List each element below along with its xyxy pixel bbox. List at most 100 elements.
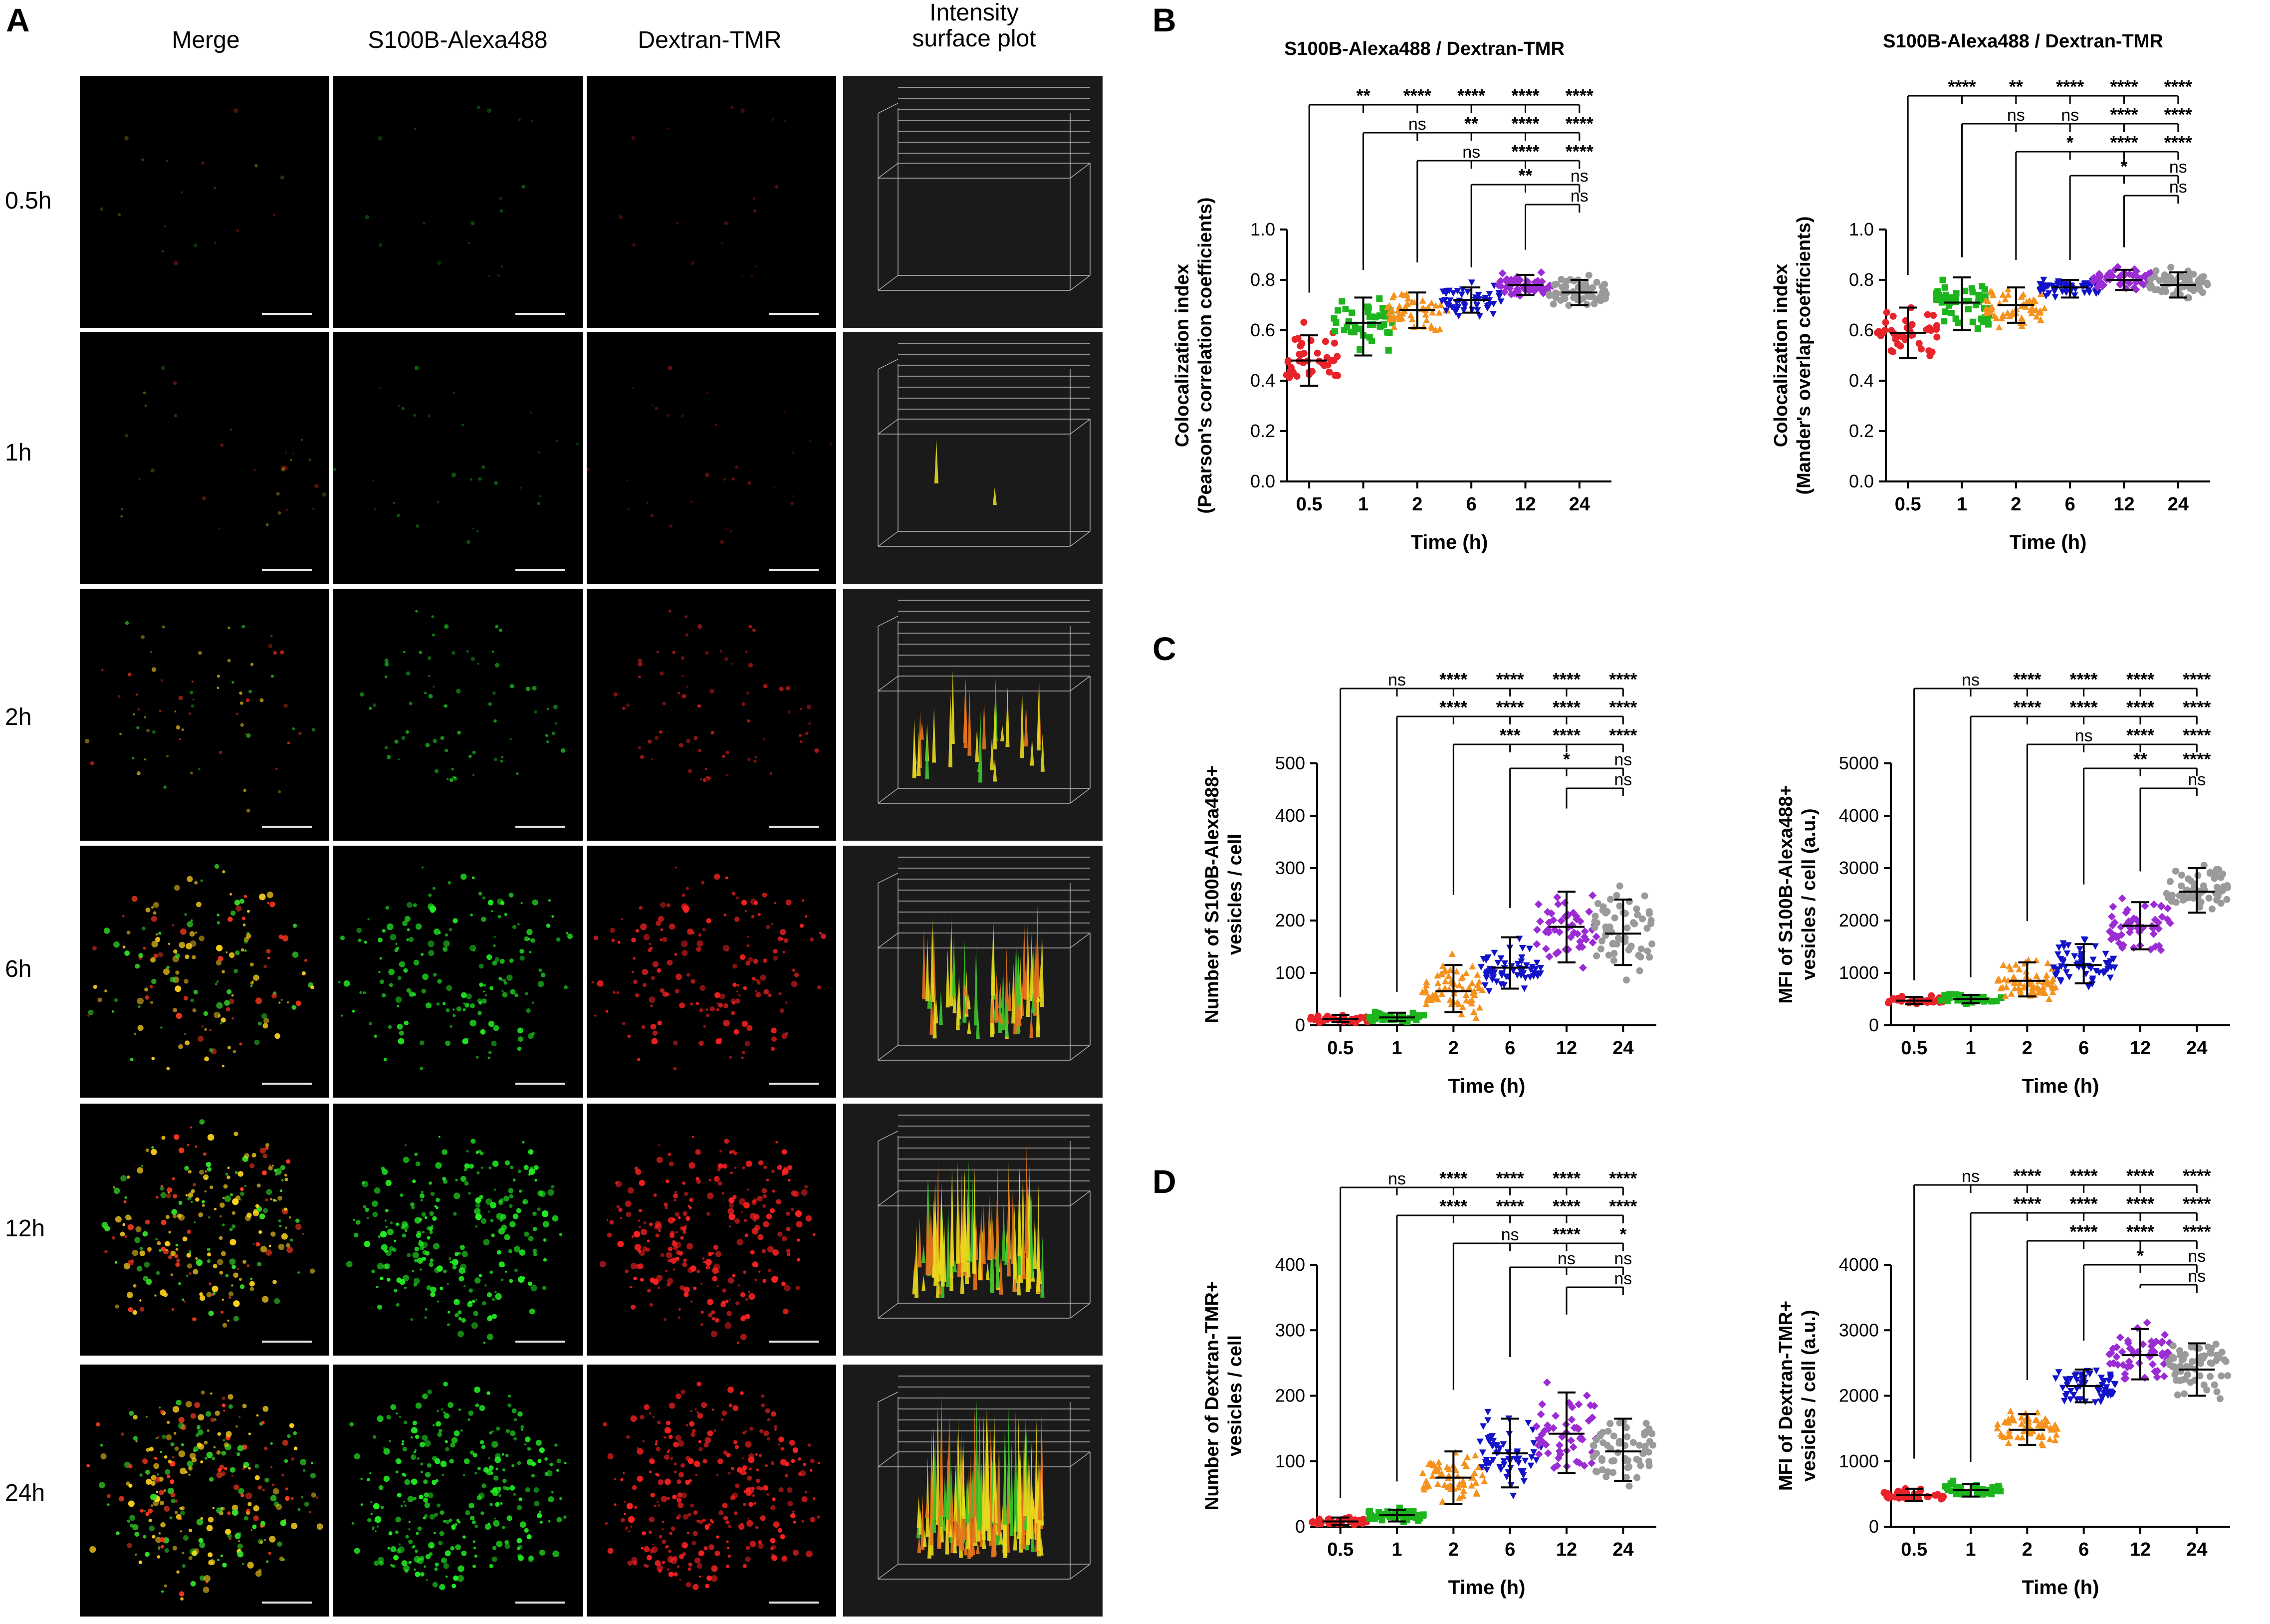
data-point (1330, 357, 1338, 364)
y-tick-label: 0.2 (1849, 421, 1874, 441)
data-point (1555, 1441, 1564, 1449)
data-point (1462, 969, 1470, 976)
vesicle-spot (126, 930, 131, 935)
data-point (1558, 275, 1565, 283)
vesicle-spot (146, 728, 150, 732)
significance-label: **** (2183, 697, 2211, 717)
vesicle-spot (124, 950, 130, 956)
data-point (1464, 288, 1471, 295)
vesicle-spot (433, 686, 435, 688)
data-point (1568, 1415, 1576, 1424)
vesicle-spot (500, 901, 505, 906)
intensity-peak (978, 711, 982, 783)
vesicle-spot (434, 928, 440, 935)
x-tick-label: 24 (2186, 1539, 2207, 1560)
data-point (1321, 362, 1328, 369)
data-point (1636, 1441, 1643, 1449)
data-point (1629, 1439, 1637, 1446)
vesicle-spot (730, 105, 734, 109)
vesicle-spot (408, 936, 414, 942)
vesicle-spot (651, 404, 654, 407)
vesicle-spot (429, 905, 437, 913)
scale-bar (262, 826, 312, 828)
vesicle-spot (476, 530, 479, 533)
vesicle-spot (176, 1013, 182, 1019)
vesicle-spot (539, 495, 541, 497)
row-header-1h: 1h (5, 440, 32, 466)
vesicle-spot (403, 651, 406, 654)
significance-label: ns (1614, 1249, 1632, 1268)
row-header-6h: 6h (5, 956, 32, 982)
data-point (1366, 334, 1373, 341)
vesicle-spot (723, 478, 726, 481)
data-point (1579, 963, 1587, 972)
vesicle-spot (632, 387, 634, 389)
vesicle-spot (230, 911, 236, 916)
vesicle-spot (179, 738, 182, 740)
vesicle-spot (519, 955, 525, 961)
significance-label: ** (2009, 76, 2023, 97)
vesicle-spot (122, 945, 126, 948)
significance-label: **** (1457, 85, 1485, 106)
data-point (1602, 931, 1609, 938)
significance-label: * (1619, 1224, 1626, 1244)
vesicle-spot (450, 1025, 453, 1028)
data-point (2185, 275, 2193, 283)
vesicle-spot (219, 750, 223, 754)
data-point (1376, 324, 1383, 330)
vesicle-spot (448, 881, 452, 885)
vesicle-spot (462, 1008, 466, 1011)
vesicle-spot (509, 958, 514, 963)
vesicle-spot (423, 222, 426, 225)
data-point (1533, 940, 1541, 948)
vesicle-spot (681, 656, 685, 660)
vesicle-spot (122, 915, 125, 918)
data-point (1941, 284, 1948, 291)
intensity-peak (963, 677, 968, 748)
data-point (1339, 298, 1346, 305)
data-point (2010, 973, 2018, 980)
vesicle-spot (173, 1008, 178, 1012)
vesicle-spot (481, 465, 485, 469)
data-point (1599, 289, 1606, 297)
vesicle-spot (304, 959, 307, 962)
scale-bar (262, 1083, 312, 1085)
data-point (1591, 913, 1599, 920)
vesicle-spot (510, 989, 516, 995)
vesicle-spot (445, 933, 448, 937)
data-point (2203, 279, 2211, 287)
significance-label: ns (2169, 178, 2187, 197)
vesicle-spot (248, 690, 252, 694)
data-point (1883, 309, 1890, 316)
vesicle-spot (704, 472, 710, 477)
vesicle-spot (783, 411, 786, 414)
vesicle-spot (509, 738, 512, 740)
chart-title: S100B-Alexa488 / Dextran-TMR (1284, 38, 1565, 59)
vesicle-spot (466, 540, 470, 544)
vesicle-spot (461, 424, 464, 426)
vesicle-spot (372, 479, 375, 481)
data-point (1613, 892, 1620, 899)
data-point (1634, 911, 1641, 919)
data-point (1546, 292, 1553, 299)
vesicle-spot (528, 1033, 534, 1039)
data-point (2141, 902, 2149, 910)
vesicle-spot (445, 748, 449, 752)
x-tick-label: 1 (1965, 1539, 1976, 1560)
significance-label: **** (1566, 113, 1593, 134)
vesicle-spot (725, 750, 729, 754)
data-point (1341, 327, 1348, 334)
significance-label: **** (1553, 697, 1581, 717)
vesicle-spot (516, 772, 519, 775)
data-point (1537, 1410, 1545, 1418)
microscopy-tile (80, 332, 329, 584)
vesicle-spot (343, 980, 350, 987)
vesicle-spot (814, 748, 819, 753)
vesicle-spot (387, 923, 394, 930)
vesicle-spot (440, 736, 445, 740)
data-point (1322, 338, 1329, 345)
vesicle-spot (546, 740, 549, 743)
data-point (1300, 318, 1308, 326)
data-point (1349, 309, 1356, 316)
